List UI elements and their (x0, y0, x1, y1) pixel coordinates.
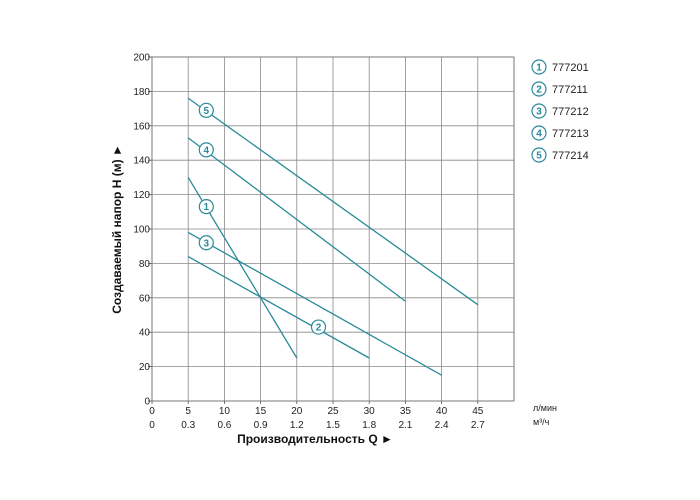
series-markers: 1 2 3 4 5 (198, 102, 327, 335)
x-unit-primary: л/мин (533, 403, 557, 413)
x-tick-label-lmin: 0 (149, 406, 155, 417)
x-tick-label-lmin: 40 (436, 406, 448, 417)
series-marker-text: 3 (204, 238, 210, 249)
series-line-777212 (187, 231, 442, 376)
series-marker-1 (198, 199, 214, 215)
x-axis-title: Производительность Q ► (237, 432, 393, 446)
y-tick-label: 40 (139, 328, 151, 339)
series-lines (187, 97, 479, 376)
x-tick-label-m3h: 0.6 (217, 420, 231, 431)
x-tick-label-m3h: 1.5 (326, 420, 340, 431)
legend-marker-1 (531, 59, 547, 75)
y-tick-label: 180 (133, 87, 150, 98)
legend-marker-text: 1 (536, 63, 542, 74)
legend: 1 777201 2 777211 3 777212 4 777213 5 777214 (531, 59, 589, 163)
x-unit-secondary: м³/ч (533, 417, 550, 427)
y-tick-label: 80 (139, 259, 151, 270)
series-marker-text: 2 (316, 323, 322, 334)
y-tick-label: 120 (133, 190, 150, 201)
legend-entry-label: 777201 (552, 62, 589, 74)
x-tick-label-lmin: 5 (185, 406, 191, 417)
legend-marker-text: 2 (536, 85, 542, 96)
x-tick-label-lmin: 30 (364, 406, 376, 417)
series-line-777213 (187, 137, 406, 302)
y-tick-label: 60 (139, 293, 151, 304)
legend-marker-3 (531, 103, 547, 119)
legend-marker-text: 3 (536, 107, 542, 118)
x-tick-label-lmin: 45 (472, 406, 484, 417)
x-tick-label-m3h: 0.9 (254, 420, 268, 431)
x-tick-label-m3h: 2.4 (435, 420, 449, 431)
legend-marker-2 (531, 81, 547, 97)
y-tick-label: 0 (144, 397, 150, 408)
x-tick-label-m3h: 2.1 (398, 420, 412, 431)
legend-entry-label: 777213 (552, 128, 589, 140)
y-tick-label: 140 (133, 156, 150, 167)
x-tick-label-m3h: 0 (149, 420, 155, 431)
series-marker-3 (198, 235, 214, 251)
legend-marker-text: 4 (536, 129, 542, 140)
y-tick-label: 160 (133, 121, 150, 132)
x-tick-label-m3h: 2.7 (471, 420, 485, 431)
x-tick-labels: 0 0 5 0.3 10 0.6 15 0.9 20 1.2 25 1.5 30 1.8 35 2.1 40 2.… (149, 401, 485, 431)
legend-entry-label: 777212 (552, 106, 589, 118)
x-tick-label-lmin: 20 (291, 406, 303, 417)
y-tick-label: 200 (133, 53, 150, 64)
series-marker-text: 4 (204, 145, 210, 156)
legend-entry-label: 777211 (552, 84, 588, 96)
legend-marker-text: 5 (536, 151, 542, 162)
y-tick-label: 100 (133, 225, 150, 236)
x-tick-label-lmin: 10 (219, 406, 231, 417)
x-tick-label-m3h: 1.2 (290, 420, 304, 431)
x-tick-label-lmin: 25 (327, 406, 339, 417)
series-marker-5 (198, 102, 214, 118)
y-tick-labels: 0 20 40 60 80 100 120 140 160 180 200 (133, 53, 152, 408)
legend-marker-4 (531, 125, 547, 141)
x-tick-label-lmin: 35 (400, 406, 412, 417)
x-tick-label-m3h: 0.3 (181, 420, 195, 431)
legend-entry-label: 777214 (552, 150, 589, 162)
y-tick-label: 20 (139, 362, 151, 373)
legend-marker-5 (531, 147, 547, 163)
grid (151, 56, 515, 402)
series-marker-2 (310, 319, 327, 335)
series-marker-4 (198, 142, 214, 158)
y-axis-title: Создаваемый напор H (м) ► (110, 144, 124, 314)
x-tick-label-lmin: 15 (255, 406, 267, 417)
series-marker-text: 1 (204, 202, 210, 213)
series-line-777214 (187, 97, 479, 306)
series-marker-text: 5 (204, 106, 210, 117)
x-tick-label-m3h: 1.8 (362, 420, 376, 431)
series-line-777211 (187, 255, 370, 359)
